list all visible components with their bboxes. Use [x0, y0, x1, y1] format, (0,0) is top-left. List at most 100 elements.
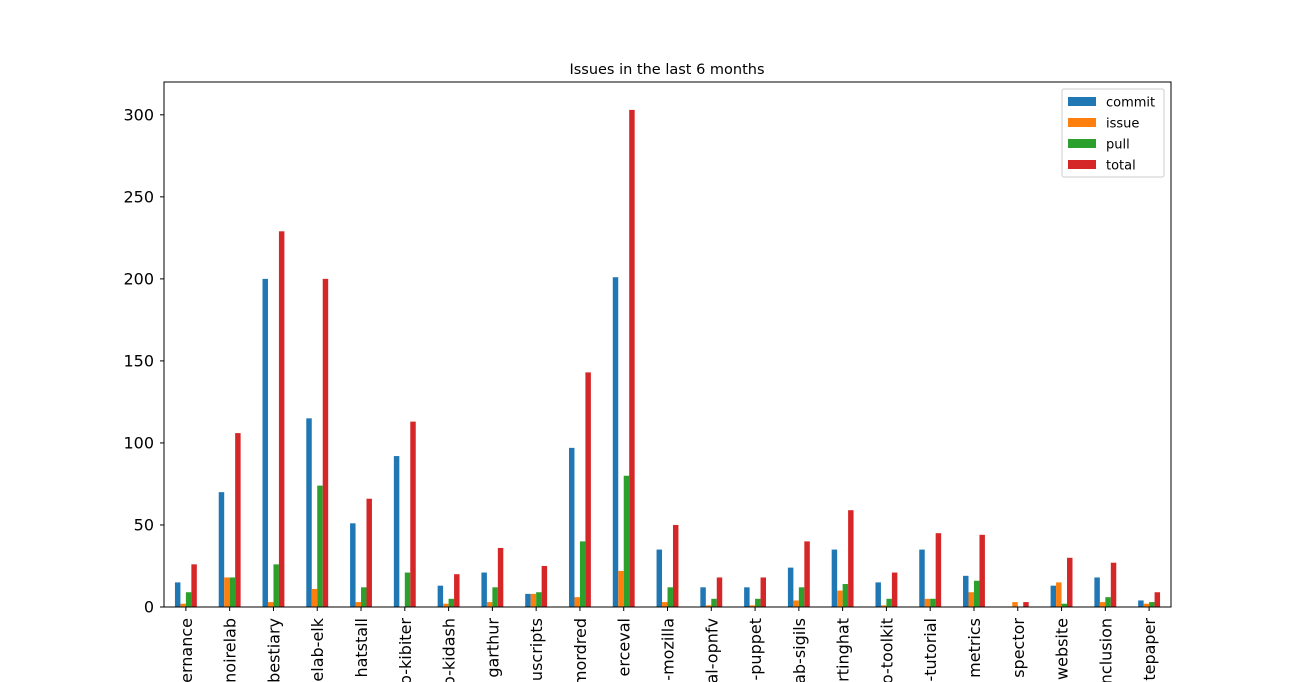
y-tick-label: 150: [123, 351, 154, 370]
bars-group: [174, 109, 1161, 608]
bar-total-12: [716, 577, 723, 607]
x-tick-label: o-toolkit: [877, 618, 896, 682]
bar-commit-1: [218, 492, 225, 607]
bar-commit-0: [174, 582, 181, 607]
bar-pull-17: [930, 598, 936, 607]
bar-total-0: [191, 564, 197, 607]
bar-total-15: [848, 510, 854, 607]
x-tick-label: mordred: [571, 618, 590, 682]
x-tick-label: bestiary: [264, 618, 283, 682]
bar-commit-13: [744, 587, 750, 607]
bar-issue-0: [180, 603, 186, 607]
bar-pull-8: [536, 592, 542, 607]
bar-commit-15: [831, 549, 838, 607]
bar-commit-4: [350, 523, 356, 607]
bar-issue-3: [311, 588, 318, 607]
bar-total-22: [1154, 592, 1161, 607]
bar-total-7: [497, 547, 504, 607]
bar-pull-15: [842, 584, 849, 607]
bar-commit-2: [262, 278, 268, 608]
x-tick-label: rtinghat: [834, 618, 853, 682]
y-tick-label: 50: [134, 515, 154, 534]
legend-swatch-commit: [1068, 97, 1096, 106]
bar-commit-11: [656, 549, 663, 607]
bar-pull-1: [229, 577, 236, 607]
bar-commit-22: [1138, 600, 1144, 607]
bar-issue-18: [968, 592, 974, 607]
bar-issue-14: [793, 600, 799, 607]
legend-swatch-pull: [1068, 139, 1096, 148]
bar-issue-8: [530, 593, 537, 608]
bar-issue-11: [662, 602, 668, 607]
bar-total-20: [1067, 557, 1073, 607]
bar-issue-2: [267, 602, 274, 607]
x-tick-label: -tutorial: [921, 618, 940, 682]
y-tick-label: 300: [123, 105, 154, 124]
bar-issue-7: [486, 602, 493, 607]
legend-box: [1061, 88, 1165, 178]
bar-pull-5: [404, 572, 411, 607]
bar-pull-9: [579, 541, 586, 608]
y-tick-label: 100: [123, 433, 154, 452]
y-tick-label: 250: [123, 187, 154, 206]
bar-pull-20: [1061, 603, 1068, 607]
x-tick-label: o-kidash: [440, 618, 459, 682]
bar-issue-4: [355, 602, 362, 607]
legend-swatch-total: [1068, 160, 1096, 169]
bar-total-8: [541, 565, 548, 607]
y-tick-label: 0: [144, 598, 154, 617]
bar-issue-19: [1012, 602, 1018, 607]
bar-commit-8: [525, 593, 531, 608]
x-tick-label: al-opnfv: [702, 618, 721, 682]
x-axis: ernance noirelab bestiary elab-elk hatstall o…: [177, 607, 1159, 682]
x-tick-label: website: [1053, 618, 1072, 680]
x-tick-label: garthur: [483, 618, 502, 678]
bar-total-11: [672, 524, 679, 607]
legend-label-total: total: [1106, 159, 1136, 174]
bar-total-16: [891, 572, 898, 607]
bar-commit-12: [700, 587, 706, 607]
bar-commit-20: [1050, 585, 1057, 607]
bar-pull-4: [361, 587, 367, 607]
x-tick-label: o-kibiter: [396, 618, 415, 682]
bar-issue-1: [224, 577, 230, 607]
bar-commit-5: [393, 456, 400, 607]
bar-total-9: [585, 372, 591, 607]
bar-total-10: [629, 109, 635, 607]
x-tick-label: hatstall: [352, 618, 371, 678]
x-tick-label: -mozilla: [659, 618, 678, 681]
legend-label-pull: pull: [1106, 138, 1130, 153]
bar-issue-6: [443, 603, 449, 607]
bar-commit-21: [1094, 577, 1100, 607]
bar-pull-22: [1149, 602, 1155, 607]
bar-total-13: [760, 577, 767, 607]
bar-issue-15: [837, 590, 843, 607]
x-tick-label: ernance: [177, 618, 196, 682]
bar-total-2: [278, 231, 285, 608]
bar-pull-13: [755, 598, 761, 607]
bar-commit-16: [875, 582, 881, 607]
bar-pull-21: [1105, 597, 1111, 607]
bar-pull-10: [623, 475, 630, 607]
legend-label-commit: commit: [1106, 96, 1155, 111]
bar-issue-9: [574, 597, 580, 607]
bar-commit-3: [306, 418, 312, 607]
x-tick-label: noirelab: [221, 618, 240, 682]
bar-issue-12: [705, 605, 712, 607]
bar-commit-6: [437, 585, 444, 607]
chart-title: Issues in the last 6 months: [569, 62, 764, 78]
bar-pull-18: [973, 580, 980, 607]
bar-pull-6: [448, 598, 455, 607]
bar-commit-14: [787, 567, 794, 608]
bar-pull-14: [798, 587, 805, 607]
bar-pull-16: [886, 598, 892, 607]
y-tick-label: 200: [123, 269, 154, 288]
bar-issue-20: [1056, 582, 1062, 607]
bar-commit-18: [963, 575, 969, 607]
bar-pull-2: [273, 564, 279, 607]
bar-total-5: [410, 421, 416, 607]
bar-pull-12: [711, 598, 717, 607]
bar-total-6: [454, 574, 460, 607]
bar-issue-22: [1143, 603, 1150, 607]
